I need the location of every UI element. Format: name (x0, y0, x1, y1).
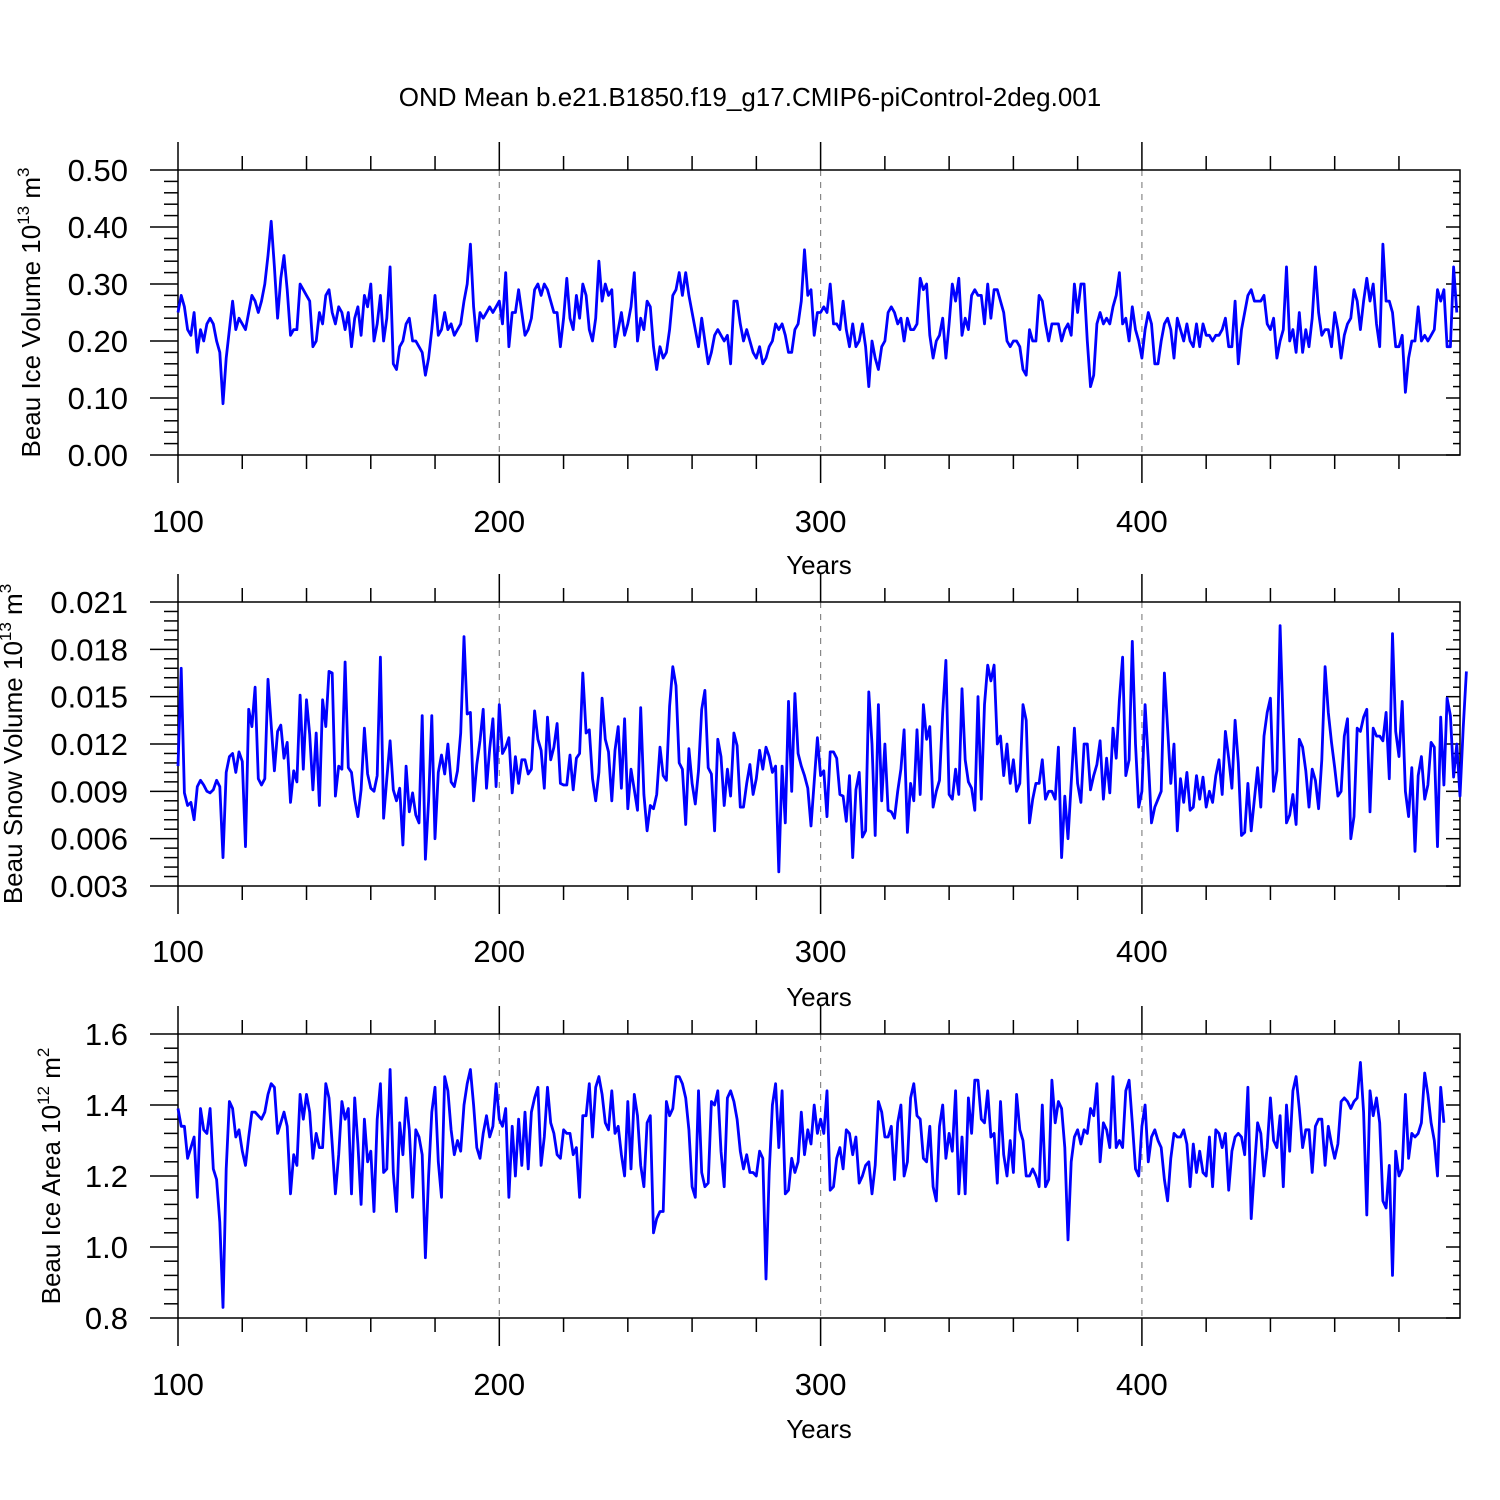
x-axis-label: Years (786, 550, 852, 580)
y-tick-label: 0.30 (68, 267, 128, 302)
x-tick-label: 100 (152, 504, 204, 539)
y-tick-label: 0.009 (50, 774, 128, 809)
y-tick-label: 0.006 (50, 822, 128, 857)
x-tick-label: 100 (152, 1367, 204, 1402)
plot-frame (177, 1033, 1461, 1319)
y-tick-label: 1.6 (85, 1017, 128, 1052)
panel-2: 0.003 0.006 0.009 0.012 0.015 0.018 0.021 100 20… (0, 574, 1468, 1012)
series-line-3 (176, 1061, 1446, 1309)
series-line-1 (176, 219, 1459, 406)
x-axis-label: Years (786, 1414, 852, 1444)
x-tick-label: 400 (1116, 1367, 1168, 1402)
y-tick-label: 1.0 (85, 1230, 128, 1265)
y-tick-label: 1.4 (85, 1088, 128, 1123)
x-tick-label: 200 (473, 934, 525, 969)
y-axis-label: Beau Ice Area 1012 m2 (34, 1048, 66, 1305)
y-tick-label: 0.8 (85, 1301, 128, 1336)
panel-1: 0.00 0.10 0.20 0.30 0.40 0.50 100 200 300 400 Year… (14, 142, 1461, 580)
x-tick-label: 300 (795, 934, 847, 969)
panel-3: 0.8 1.0 1.2 1.4 1.6 100 200 300 400 Years Beau Ice… (34, 1006, 1461, 1444)
y-axis-label: Beau Snow Volume 1013 m3 (0, 584, 28, 904)
y-tick-label: 0.003 (50, 869, 128, 904)
x-axis-label: Years (786, 982, 852, 1012)
y-tick-label: 0.20 (68, 324, 128, 359)
x-tick-label: 400 (1116, 504, 1168, 539)
y-axis-label: Beau Ice Volume 1013 m3 (14, 168, 46, 458)
x-tick-label: 400 (1116, 934, 1168, 969)
y-tick-label: 0.012 (50, 727, 128, 762)
x-tick-label: 100 (152, 934, 204, 969)
y-tick-label: 0.10 (68, 381, 128, 416)
y-tick-label: 0.018 (50, 632, 128, 667)
x-tick-label: 200 (473, 504, 525, 539)
y-tick-label: 0.015 (50, 680, 128, 715)
y-tick-label: 0.50 (68, 153, 128, 188)
y-tick-label: 0.00 (68, 438, 128, 473)
y-tick-label: 1.2 (85, 1159, 128, 1194)
x-tick-label: 300 (795, 504, 847, 539)
panels-group: 0.00 0.10 0.20 0.30 0.40 0.50 100 200 300 400 Year… (0, 142, 1468, 1444)
chart-title: OND Mean b.e21.B1850.f19_g17.CMIP6-piCon… (399, 82, 1101, 112)
y-tick-label: 0.021 (50, 585, 128, 620)
y-tick-label: 0.40 (68, 210, 128, 245)
series-line-2 (176, 624, 1468, 874)
x-tick-label: 200 (473, 1367, 525, 1402)
x-tick-label: 300 (795, 1367, 847, 1402)
